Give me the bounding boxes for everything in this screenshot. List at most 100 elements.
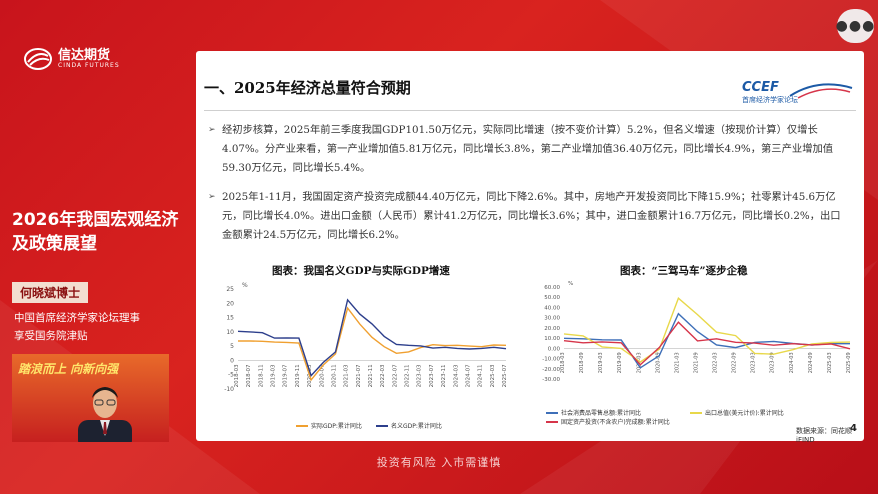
ccef-logo: CCEF 首席经济学家论坛 <box>742 78 854 108</box>
chart1-xtick: 2020-11 <box>331 364 337 387</box>
chart2-ytick: 20.00 <box>544 326 560 332</box>
title-divider <box>204 110 856 111</box>
chart2-xtick: 2019-03 <box>598 352 604 373</box>
speaker-desc-line-1: 中国首席经济学家论坛理事 <box>14 312 140 324</box>
chart2-ytick: 40.00 <box>544 305 560 311</box>
chart1-legend-nominal-label: 名义GDP:累计同比 <box>391 423 442 430</box>
chart2-ylabel: % <box>568 281 573 287</box>
chart1-ytick: 25 <box>226 286 234 293</box>
chart1-xtick: 2020-07 <box>319 364 325 387</box>
chart2-legend-export: 出口总值(美元计价):累计同比 <box>690 408 784 417</box>
speaker-name: 何晓斌博士 <box>12 282 89 303</box>
chart1-series-0 <box>238 306 507 382</box>
brand-logo: 信达期货 CINDA FUTURES <box>24 48 120 70</box>
chart1-ylabel: % <box>242 282 248 289</box>
chart1-ytick: -5 <box>228 372 234 379</box>
chart1-xtick: 2023-11 <box>441 364 447 387</box>
chart2-ytick: 30.00 <box>544 316 560 322</box>
ccef-logo-text: CCEF <box>742 80 779 95</box>
brand-name: 信达期货 <box>58 47 111 63</box>
chart1-legend-nominal: 名义GDP:累计同比 <box>376 421 442 430</box>
data-source: 数据来源：同花顺iFIND <box>796 427 852 444</box>
chart1-title: 图表：我国名义GDP与实际GDP增速 <box>272 265 450 277</box>
chart2-series-2 <box>563 321 851 366</box>
more-dots-icon: ●●● <box>835 18 876 34</box>
paragraph-investment: ➢ 2025年1-11月，我国固定资产投资完成额44.40万亿元，同比下降2.6… <box>208 188 850 245</box>
chart2-xtick: 2019-09 <box>617 352 623 373</box>
chart2-xtick: 2022-09 <box>732 352 738 373</box>
paragraph-gdp-text: 经初步核算，2025年前三季度我国GDP101.50万亿元，实际同比增速（按不变… <box>222 124 834 174</box>
chart2-legend-investment: 固定资产投资(不含农户)完成额:累计同比 <box>546 417 670 426</box>
chart2-xtick: 2023-03 <box>751 352 757 373</box>
chart2-xtick: 2023-09 <box>770 352 776 373</box>
chart2-ytick: 0.00 <box>548 346 561 352</box>
chart1-xtick: 2021-03 <box>344 364 350 387</box>
chart2-ytick: 50.00 <box>544 295 560 301</box>
chart2-title: 图表：“三驾马车”逐步企稳 <box>620 265 748 277</box>
speaker-description: 中国首席经济学家论坛理事 享受国务院津贴 <box>14 309 140 345</box>
cinda-logo-icon <box>24 48 52 70</box>
page-number: 4 <box>850 423 857 434</box>
paragraph-investment-text: 2025年1-11月，我国固定资产投资完成额44.40万亿元，同比下降2.6%。… <box>222 191 841 241</box>
chart1-legend-actual: 实际GDP:累计同比 <box>296 421 362 430</box>
chart1-xtick: 2024-11 <box>478 364 484 387</box>
chart1-xtick: 2019-07 <box>283 364 289 387</box>
bullet-arrow-icon: ➢ <box>208 125 216 135</box>
chart2-ytick: 10.00 <box>544 336 560 342</box>
chart1-xtick: 2018-03 <box>234 364 240 387</box>
chart1-xtick: 2025-03 <box>490 364 496 387</box>
chart1-ytick: 5 <box>230 343 234 350</box>
speaker-desc-line-2: 享受国务院津贴 <box>14 330 88 342</box>
chart1-ytick: -10 <box>224 386 234 393</box>
chart1-xtick: 2023-03 <box>417 364 423 387</box>
chart2-xtick: 2022-03 <box>713 352 719 373</box>
speaker-video: 踏浪而上 向新向强 <box>12 354 169 442</box>
risk-disclaimer: 投资有风险 入市需谨慎 <box>376 456 502 469</box>
chart1-legend-actual-label: 实际GDP:累计同比 <box>311 423 362 430</box>
chart1-xtick: 2018-07 <box>246 364 252 387</box>
chart2-xtick: 2021-03 <box>674 352 680 373</box>
chart1-xtick: 2024-07 <box>465 364 471 387</box>
video-banner: 踏浪而上 向新向强 <box>18 362 119 376</box>
troika-chart: 60.00 50.00 40.00 30.00 20.00 10.00 0.00 -10.00… <box>542 281 852 383</box>
speaker-figure <box>78 387 132 442</box>
chart2-legend-export-label: 出口总值(美元计价):累计同比 <box>705 410 784 417</box>
chart1-ytick: 10 <box>226 329 234 336</box>
chart1-ytick: 20 <box>226 300 234 307</box>
chart1-xtick: 2019-03 <box>271 364 277 387</box>
more-options-button[interactable]: ●●● <box>835 9 876 43</box>
ccef-swoosh-icon <box>789 83 853 99</box>
chart1-xtick: 2021-11 <box>368 364 374 387</box>
chart1-ytick: 0 <box>230 357 234 364</box>
slide-title: 一、2025年经济总量符合预期 <box>204 79 411 97</box>
chart2-series-1 <box>563 297 851 363</box>
chart2-legend-retail: 社会消费品零售总额:累计同比 <box>546 408 641 417</box>
paragraph-gdp: ➢ 经初步核算，2025年前三季度我国GDP101.50万亿元，实际同比增速（按… <box>208 121 850 178</box>
chart2-xtick: 2018-09 <box>579 352 585 373</box>
brand-name-en: CINDA FUTURES <box>58 61 120 69</box>
chart1-xtick: 2022-07 <box>392 364 398 387</box>
chart1-ytick: 15 <box>226 315 234 322</box>
presentation-slide: 一、2025年经济总量符合预期 CCEF 首席经济学家论坛 ➢ 经初步核算，20… <box>196 51 864 444</box>
chart2-xtick: 2024-03 <box>789 352 795 373</box>
chart2-ytick: 60.00 <box>544 285 560 291</box>
chart2-ytick: -30.00 <box>542 377 560 383</box>
chart2-legend-retail-label: 社会消费品零售总额:累计同比 <box>561 410 642 417</box>
chart2-xtick: 2025-03 <box>827 352 833 373</box>
chart1-xtick: 2024-03 <box>453 364 459 387</box>
chart2-xtick: 2024-09 <box>808 352 814 373</box>
talk-title: 2026年我国宏观经济及政策展望 <box>12 210 179 254</box>
chart1-xtick: 2022-11 <box>405 364 411 387</box>
gdp-growth-chart: 25 20 15 10 5 0 -5 -10% 2018-03 2018-07 2018-11 201… <box>224 282 508 393</box>
chart1-xtick: 2022-03 <box>380 364 386 387</box>
chart1-xtick: 2019-11 <box>295 364 301 387</box>
ccef-logo-subtitle: 首席经济学家论坛 <box>742 96 798 104</box>
chart2-ytick: -10.00 <box>542 357 560 363</box>
chart1-series-1 <box>237 298 507 377</box>
chart1-xtick: 2021-07 <box>356 364 362 387</box>
bullet-arrow-icon: ➢ <box>208 192 216 202</box>
chart1-xtick: 2023-07 <box>429 364 435 387</box>
chart2-xtick: 2020-09 <box>655 352 661 373</box>
chart2-xtick: 2025-09 <box>846 352 852 373</box>
chart2-xtick: 2021-09 <box>693 352 699 373</box>
